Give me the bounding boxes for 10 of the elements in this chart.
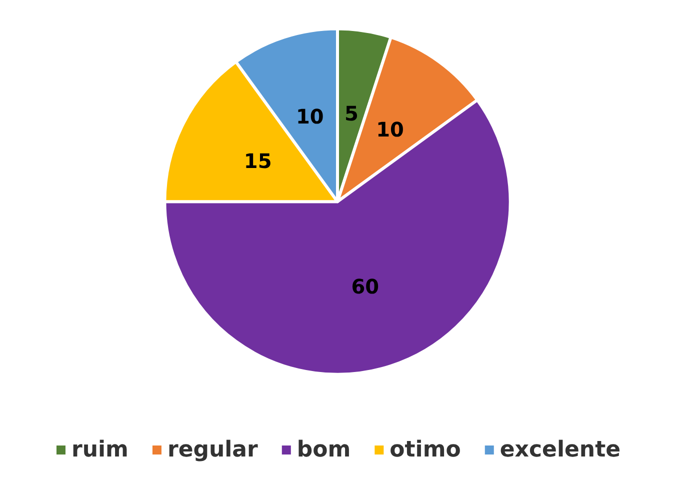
data-label: 60	[351, 274, 380, 299]
data-label: 10	[376, 117, 404, 142]
legend-label: otimo	[390, 438, 461, 462]
legend-label: bom	[296, 438, 351, 462]
legend-label: excelente	[500, 438, 621, 462]
legend-label: regular	[167, 438, 258, 462]
data-label: 15	[244, 149, 272, 174]
data-label: 5	[344, 101, 358, 126]
legend-label: ruim	[71, 438, 128, 462]
data-label: 10	[296, 104, 324, 129]
